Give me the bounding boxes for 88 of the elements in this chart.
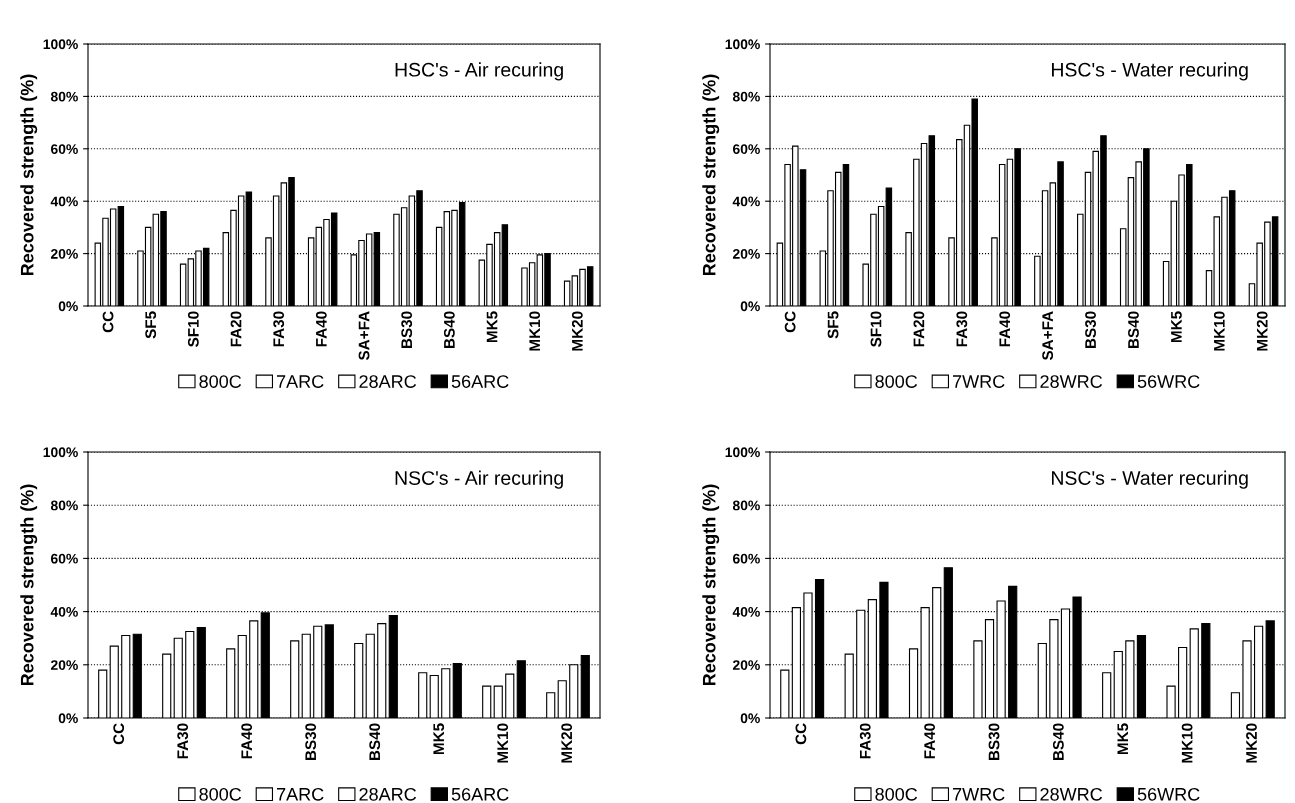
text: HSC's - Air recuring: [395, 62, 563, 81]
y-tick-label: 20%: [732, 660, 760, 670]
y-axis-title: Recovered strength (%): [20, 484, 38, 686]
x-tick-label: FA20: [913, 311, 925, 347]
y-tick-label: 80%: [732, 500, 760, 511]
y-tick-label: 40%: [732, 606, 760, 617]
x-tick-label: SF10: [187, 311, 199, 347]
y-tick-label: 60%: [50, 553, 78, 564]
legend-label: 7ARC: [277, 787, 324, 801]
y-tick-label: 20%: [732, 248, 760, 259]
x-tick-label: MK20: [1246, 723, 1257, 763]
y-tick-label: 60%: [50, 144, 78, 154]
y-axis-title: Recovered strength (%): [702, 74, 720, 276]
legend-label: 56WRC: [1137, 787, 1200, 801]
legend-label: 800C: [199, 787, 242, 801]
y-tick-label: 80%: [50, 91, 78, 102]
legend-label: 800C: [875, 787, 918, 801]
y-tick-label: 100%: [725, 447, 760, 458]
x-tick-label: BS40: [369, 723, 381, 761]
legend-label: 56WRC: [1137, 375, 1200, 388]
y-tick-label: 100%: [43, 39, 78, 50]
legend-label: 56ARC: [451, 375, 509, 388]
y-axis-title: Recovered strength (%): [20, 74, 38, 276]
x-tick-label: FA40: [999, 311, 1011, 347]
x-tick-label: MK10: [497, 723, 509, 763]
legend-label: 7WRC: [953, 375, 1005, 388]
y-tick-label: 0%: [740, 713, 760, 724]
x-tick-label: SF5: [827, 311, 839, 339]
x-tick-label: MK20: [561, 723, 573, 763]
x-tick-label: FA30: [273, 311, 285, 347]
legend-label: 7ARC: [277, 375, 324, 388]
x-tick-label: MK10: [1213, 311, 1225, 351]
x-tick-label: FA30: [859, 723, 871, 759]
x-tick-label: MK5: [486, 311, 498, 343]
y-tick-label: 100%: [43, 447, 78, 458]
x-tick-label: CC: [795, 723, 807, 745]
y-tick-label: 0%: [58, 301, 78, 312]
y-tick-label: 0%: [740, 301, 760, 312]
x-tick-label: BS30: [1085, 311, 1096, 349]
y-tick-label: 40%: [50, 196, 78, 207]
legend-label: 28ARC: [359, 375, 417, 388]
y-tick-label: 20%: [50, 660, 78, 670]
x-tick-label: FA30: [956, 311, 968, 347]
x-tick-label: FA30: [177, 723, 189, 759]
legend-label: 7WRC: [953, 787, 1005, 801]
x-tick-label: MK5: [433, 723, 445, 755]
x-tick-label: BS30: [305, 723, 317, 761]
x-tick-label: MK5: [1117, 723, 1129, 755]
y-axis-title: Recovered strength (%): [702, 484, 720, 686]
x-tick-label: MK5: [1171, 311, 1182, 343]
x-tick-label: SF10: [870, 311, 882, 347]
x-tick-label: FA40: [315, 311, 327, 347]
x-tick-label: MK10: [1181, 723, 1193, 763]
x-tick-label: BS40: [1128, 311, 1139, 349]
x-tick-label: MK10: [529, 311, 541, 351]
legend-label: 28ARC: [359, 787, 417, 801]
x-tick-label: SA+FA: [1042, 311, 1054, 361]
x-tick-label: FA40: [924, 723, 936, 759]
text: NSC's - Air recuring: [395, 470, 563, 489]
y-tick-label: 0%: [58, 713, 78, 724]
x-tick-label: MK20: [571, 311, 583, 351]
legend-label: 800C: [875, 375, 918, 388]
text: HSC's - Water recuring: [1052, 62, 1248, 81]
x-tick-label: CC: [113, 723, 125, 745]
x-tick-label: FA40: [241, 723, 253, 759]
y-tick-label: 60%: [732, 144, 760, 154]
y-tick-label: 40%: [732, 196, 760, 207]
y-tick-label: 60%: [732, 553, 760, 564]
x-tick-label: MK20: [1256, 311, 1268, 351]
y-tick-label: 80%: [50, 500, 78, 511]
x-tick-label: SA+FA: [358, 311, 370, 361]
x-tick-label: FA20: [230, 311, 242, 347]
x-tick-label: SF5: [145, 311, 157, 339]
y-tick-label: 100%: [725, 39, 760, 50]
text: NSC's - Water recuring: [1052, 470, 1248, 489]
y-tick-label: 40%: [50, 606, 78, 617]
y-tick-label: 80%: [732, 91, 760, 102]
legend-label: 28WRC: [1040, 375, 1103, 388]
legend-label: 56ARC: [451, 787, 509, 801]
x-tick-label: CC: [784, 311, 796, 333]
x-tick-label: BS40: [443, 311, 455, 349]
x-tick-label: BS40: [1052, 723, 1064, 761]
x-tick-label: CC: [102, 311, 114, 333]
x-tick-label: BS30: [401, 311, 413, 349]
legend-label: 28WRC: [1040, 787, 1103, 801]
x-tick-label: BS30: [988, 723, 1000, 761]
y-tick-label: 20%: [50, 248, 78, 259]
legend-label: 800C: [199, 375, 242, 388]
